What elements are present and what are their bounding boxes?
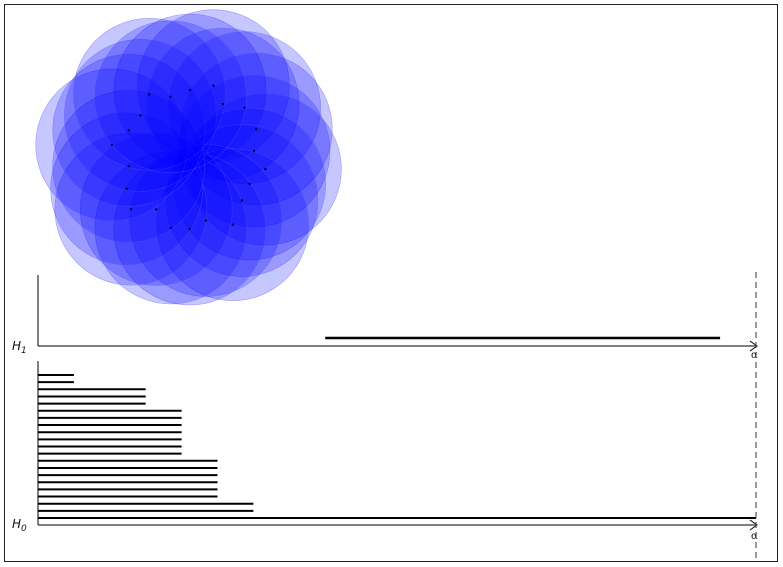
figure-frame <box>4 4 778 562</box>
data-point <box>127 165 130 168</box>
data-point <box>148 93 151 96</box>
data-point <box>169 226 173 230</box>
data-point <box>255 127 258 131</box>
data-point <box>204 219 208 222</box>
data-point <box>139 114 142 117</box>
data-point <box>125 187 128 191</box>
h0-label: H0 <box>12 517 27 534</box>
data-point <box>252 149 256 153</box>
h1-label: H1 <box>12 339 27 356</box>
data-point <box>212 84 215 87</box>
data-point <box>155 208 158 211</box>
h0-alpha-label: α <box>751 531 758 542</box>
data-point <box>264 167 267 171</box>
data-point <box>188 88 192 92</box>
h0-arrowhead <box>749 519 758 531</box>
data-point <box>110 143 113 147</box>
data-point <box>240 199 244 202</box>
data-point <box>129 207 133 211</box>
data-point <box>221 102 225 106</box>
h1-panel: H1 α <box>12 275 758 361</box>
data-point <box>127 129 130 132</box>
h1-arrowhead <box>749 340 758 352</box>
data-point <box>231 223 234 226</box>
h1-alpha-label: α <box>751 350 758 361</box>
alpha-disks <box>35 9 342 306</box>
data-point <box>188 227 191 231</box>
data-point <box>169 95 172 98</box>
data-point <box>243 106 246 109</box>
h0-bars <box>38 374 756 519</box>
point-cloud <box>110 84 267 231</box>
h0-panel: H0 α <box>12 361 758 542</box>
data-point <box>248 182 251 186</box>
